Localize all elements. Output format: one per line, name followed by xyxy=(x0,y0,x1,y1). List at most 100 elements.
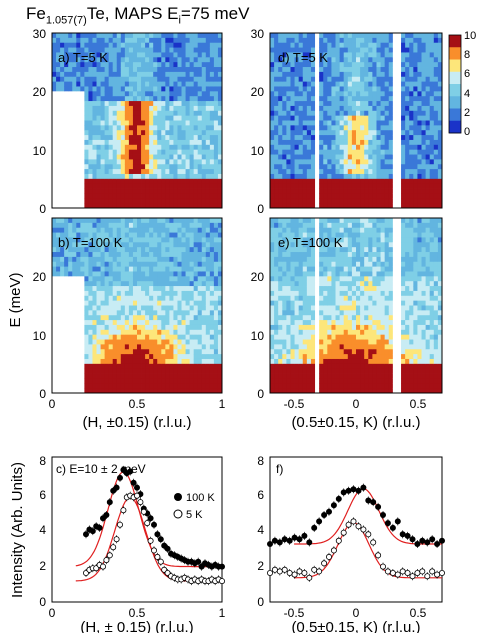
heatmap-cell xyxy=(339,203,345,209)
heatmap-cell xyxy=(274,159,279,165)
heatmap-cell xyxy=(310,57,316,63)
heatmap-cell xyxy=(409,52,414,58)
heatmap-cell xyxy=(274,149,279,155)
heatmap-cell xyxy=(92,354,97,360)
heatmap-cell xyxy=(68,222,73,229)
heatmap-cell xyxy=(315,188,320,194)
heatmap-cell xyxy=(294,222,300,229)
heatmap-cell xyxy=(181,290,186,297)
heatmap-cell xyxy=(189,237,195,243)
heatmap-cell xyxy=(173,252,178,258)
heatmap-cell xyxy=(52,149,57,155)
heatmap-cell xyxy=(189,120,195,126)
heatmap-cell xyxy=(149,334,154,340)
heatmap-cell xyxy=(161,266,166,272)
heatmap-cell xyxy=(120,373,126,379)
heatmap-cell xyxy=(64,368,69,374)
heatmap-cell xyxy=(96,295,101,302)
heatmap-cell xyxy=(88,37,93,44)
heatmap-cell xyxy=(56,115,61,121)
heatmap-cell xyxy=(128,115,134,121)
heatmap-cell xyxy=(72,300,77,306)
heatmap-cell xyxy=(201,115,207,121)
heatmap-cell xyxy=(217,149,223,155)
heatmap-cell xyxy=(315,57,320,63)
heatmap-cell xyxy=(100,42,106,48)
heatmap-cell xyxy=(185,281,191,287)
heatmap-cell xyxy=(213,310,219,316)
heatmap-cell xyxy=(405,164,410,170)
heatmap-cell xyxy=(189,57,195,63)
heatmap-cell xyxy=(209,115,215,121)
heatmap-cell xyxy=(409,183,414,189)
heatmap-cell xyxy=(360,37,365,44)
heatmap-cell xyxy=(112,188,118,194)
heatmap-cell xyxy=(165,178,170,185)
heatmap-cell xyxy=(145,149,150,155)
heatmap-cell xyxy=(384,57,390,63)
heatmap-cell xyxy=(376,76,381,83)
heatmap-cell xyxy=(137,320,142,326)
heatmap-cell xyxy=(217,101,223,107)
heatmap-cell xyxy=(112,339,118,345)
heatmap-cell xyxy=(282,227,287,233)
heatmap-cell xyxy=(356,149,361,155)
heatmap-cell xyxy=(209,96,215,102)
heatmap-cell xyxy=(286,135,291,141)
heatmap-cell xyxy=(193,37,199,44)
heatmap-cell xyxy=(193,290,199,297)
heatmap-cell xyxy=(437,173,443,180)
heatmap-cell xyxy=(417,183,422,189)
heatmap-cell xyxy=(104,67,110,73)
heatmap-cell xyxy=(137,144,142,151)
heatmap-cell xyxy=(116,295,122,302)
heatmap-cell xyxy=(201,247,207,253)
heatmap-cell xyxy=(437,139,443,146)
heatmap-cell xyxy=(153,101,158,107)
heatmap-cell xyxy=(339,178,345,185)
heatmap-cell xyxy=(116,271,122,277)
heatmap-cell xyxy=(201,242,207,248)
heatmap-cell xyxy=(217,237,223,243)
heatmap-cell xyxy=(429,101,435,107)
heatmap-cell xyxy=(302,358,308,365)
heatmap-cell xyxy=(181,218,186,224)
heatmap-cell xyxy=(213,383,219,389)
heatmap-cell xyxy=(161,198,166,204)
heatmap-cell xyxy=(104,334,110,340)
heatmap-cell xyxy=(116,164,122,170)
heatmap-cell xyxy=(60,47,65,53)
heatmap-cell xyxy=(177,344,182,350)
heatmap-cell xyxy=(298,139,304,146)
heatmap-cell xyxy=(425,110,431,117)
heatmap-cell xyxy=(56,154,61,160)
heatmap-cell xyxy=(68,324,73,331)
heatmap-cell xyxy=(217,130,223,136)
heatmap-cell xyxy=(116,310,122,316)
heatmap-cell xyxy=(120,363,126,370)
heatmap-cell xyxy=(205,368,211,374)
heatmap-cell xyxy=(201,252,207,258)
heatmap-cell xyxy=(217,198,223,204)
heatmap-cell xyxy=(116,169,122,175)
heatmap-cell xyxy=(177,47,182,53)
heatmap-cell xyxy=(380,67,386,73)
heatmap-cell xyxy=(132,227,138,233)
heatmap-cell xyxy=(213,286,219,292)
heatmap-cell xyxy=(108,130,114,136)
heatmap-cell xyxy=(274,37,279,44)
heatmap-cell xyxy=(60,154,65,160)
heatmap-cell xyxy=(153,57,158,63)
heatmap-cell xyxy=(323,198,328,204)
heatmap-cell xyxy=(76,334,81,340)
heatmap-cell xyxy=(331,188,336,194)
heatmap-cell xyxy=(217,247,223,253)
heatmap-cell xyxy=(201,218,207,224)
heatmap-cell xyxy=(96,120,101,126)
heatmap-cell xyxy=(120,169,126,175)
heatmap-cell xyxy=(153,149,158,155)
heatmap-cell xyxy=(372,203,377,209)
heatmap-cell xyxy=(335,91,341,97)
heatmap-cell xyxy=(161,368,166,374)
heatmap-cell xyxy=(96,290,101,297)
